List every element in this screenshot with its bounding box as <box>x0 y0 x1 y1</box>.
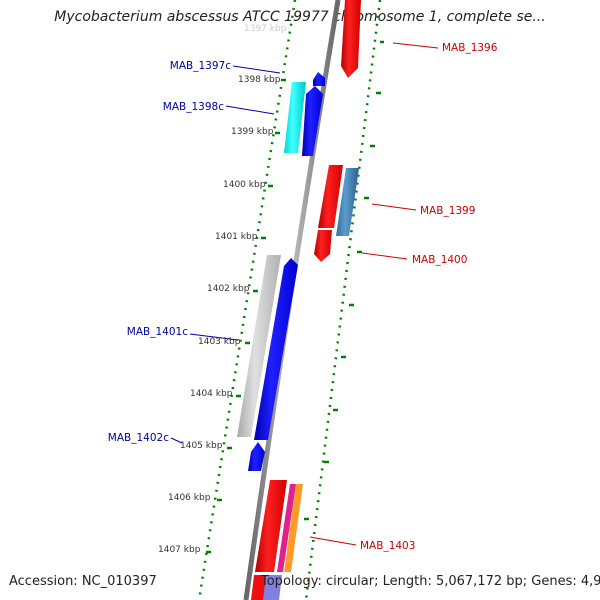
gene-label-MAB_1396: MAB_1396 <box>442 42 498 54</box>
gene-labels: MAB_1396 MAB_1397c MAB_1398c MAB_1399 MA… <box>108 42 498 552</box>
gene-label-MAB_1402c: MAB_1402c <box>108 432 169 444</box>
gene-feature-MAB_1396 <box>341 0 361 78</box>
gene-feature-lower-red <box>251 575 266 600</box>
gene-label-MAB_1403: MAB_1403 <box>360 540 415 552</box>
tick-label: 1405 kbp <box>180 441 223 451</box>
tick-labels: 1397 kbp 1398 kbp 1399 kbp 1400 kbp 1401… <box>158 24 287 555</box>
gene-feature-MAB_1399 <box>336 168 359 236</box>
tick-label: 1402 kbp <box>207 284 250 294</box>
tick-label: 1406 kbp <box>168 493 211 503</box>
gene-feature-lower-lilac <box>262 575 282 600</box>
gene-feature-MAB_1400 <box>314 230 332 262</box>
gene-feature-MAB_1401c-grey <box>237 255 281 437</box>
label-leaders <box>170 42 439 546</box>
tick-label: 1399 kbp <box>231 127 274 137</box>
gene-label-MAB_1399: MAB_1399 <box>420 205 475 217</box>
gene-feature-MAB_1403-orange <box>284 484 303 572</box>
gene-feature-MAB_1403-magenta <box>277 484 296 572</box>
gene-feature-MAB_1403-red <box>255 480 287 572</box>
tick-label: 1404 kbp <box>190 389 233 399</box>
tick-label-top-faded: 1397 kbp <box>244 24 287 34</box>
gene-feature-MAB_1399-upper <box>318 165 343 228</box>
tick-label: 1400 kbp <box>223 180 266 190</box>
accession-text: Accession: NC_010397 <box>9 574 157 589</box>
tick-label: 1407 kbp <box>158 545 201 555</box>
tick-label: 1401 kbp <box>215 232 258 242</box>
gene-feature-MAB_1401c <box>254 258 298 440</box>
map-title: Mycobacterium abscessus ATCC 19977 chrom… <box>54 9 546 25</box>
gene-feature-MAB_1398c <box>284 82 306 153</box>
tick-marks <box>206 40 384 554</box>
gene-feature-MAB_1397c <box>313 72 325 86</box>
gene-label-MAB_1397c: MAB_1397c <box>170 60 231 72</box>
topology-text: Topology: circular; Length: 5,067,172 bp… <box>261 574 600 589</box>
gene-feature-MAB_1402c <box>248 442 265 471</box>
gene-feature-MAB_1398c-blue <box>302 86 323 156</box>
tick-label: 1398 kbp <box>238 75 281 85</box>
gene-label-MAB_1398c: MAB_1398c <box>163 101 224 113</box>
gene-label-MAB_1400: MAB_1400 <box>412 254 467 266</box>
gene-label-MAB_1401c: MAB_1401c <box>127 326 188 338</box>
tick-label: 1403 kbp <box>198 337 241 347</box>
